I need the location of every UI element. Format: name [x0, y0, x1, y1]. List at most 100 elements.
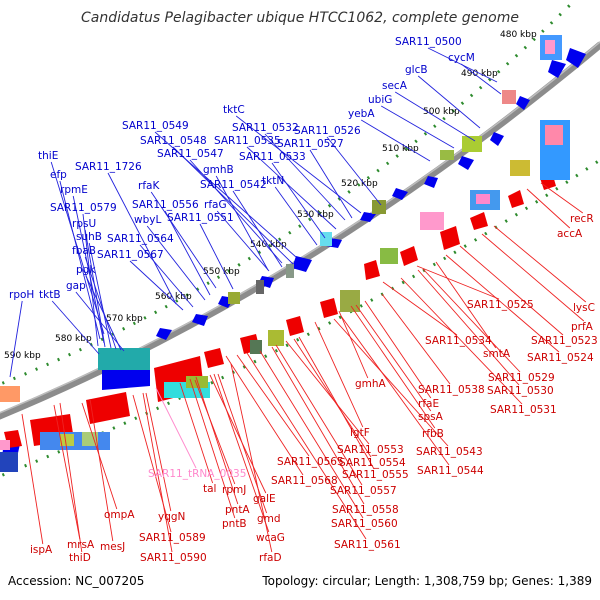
gene-leader-line	[340, 315, 450, 466]
gene-label[interactable]: SAR11_0558	[332, 504, 399, 516]
gene-label[interactable]: rfaD	[259, 552, 282, 564]
gene-label[interactable]: SAR11_0529	[488, 372, 555, 384]
gene-label[interactable]: wbyL	[134, 214, 161, 226]
gene-label[interactable]: SAR11_0523	[531, 335, 598, 347]
gene-label[interactable]: efp	[50, 169, 67, 181]
gene-leader-line	[293, 338, 372, 458]
outer-tick-ring	[0, 3, 572, 386]
gene-label[interactable]: yqgN	[158, 511, 185, 523]
kbp-tick-label: 540 kbp	[250, 240, 287, 250]
gene-label[interactable]: SAR11_0526	[294, 125, 361, 137]
gene-label[interactable]: pgk	[76, 264, 96, 276]
gene-label[interactable]: SAR11_0532	[232, 122, 299, 134]
gene-leader-line	[435, 261, 497, 349]
gene-label[interactable]: SAR11_0524	[527, 352, 594, 364]
gene-leader-line	[9, 300, 23, 378]
gene-label[interactable]: SAR11_0551	[167, 212, 234, 224]
gene-label[interactable]: SAR11_0557	[330, 485, 397, 497]
gene-label[interactable]: mrsA	[67, 539, 95, 551]
gene-leader-line	[350, 305, 436, 429]
gene-label[interactable]: gap	[66, 280, 86, 292]
gene-label[interactable]: tktN	[262, 175, 284, 187]
gene-label[interactable]: smtA	[483, 348, 511, 360]
gene-label[interactable]: lgtF	[350, 427, 370, 439]
gene-leader-line	[271, 346, 365, 505]
gene-label[interactable]: fbaB	[72, 245, 96, 257]
gene-label[interactable]: prfA	[571, 321, 594, 333]
gene-label[interactable]: rfaK	[138, 180, 160, 192]
gene-label[interactable]: rfaG	[204, 199, 227, 211]
gene-label[interactable]: SAR11_0555	[342, 469, 409, 481]
gene-label[interactable]: SAR11_0548	[140, 135, 207, 147]
gene-leader-line	[380, 105, 455, 149]
gene-label[interactable]: SAR11_0589	[139, 532, 206, 544]
gene-label[interactable]: SAR11_0538	[418, 384, 485, 396]
gene-leader-line	[326, 136, 382, 206]
gene-label[interactable]: SAR11_0535	[214, 135, 281, 147]
gene-label[interactable]: SAR11_0534	[425, 335, 492, 347]
gene-label[interactable]: SAR11_1726	[75, 161, 142, 173]
gene-label[interactable]: tktB	[39, 289, 61, 301]
gene-label[interactable]: pntB	[222, 518, 247, 530]
gene-label[interactable]: accA	[557, 228, 583, 240]
trna-gene-leaders	[155, 387, 197, 469]
gene-label[interactable]: SAR11_0500	[395, 36, 462, 48]
gene-label[interactable]: ompA	[104, 509, 135, 521]
gene-label[interactable]: SAR11_0565	[277, 456, 344, 468]
gene-label[interactable]: ispA	[30, 544, 53, 556]
gene-label[interactable]: SAR11_0525	[467, 299, 534, 311]
forward-gene-labels: SAR11_0500 cycM glcB secA ubiG yebA tktC SAR11_…	[9, 36, 475, 301]
gene-label[interactable]: gmd	[257, 513, 281, 525]
gene-label[interactable]: secA	[382, 80, 408, 92]
gene-label[interactable]: gmhA	[355, 378, 387, 390]
gene-label[interactable]: pntA	[225, 504, 250, 516]
gene-label[interactable]: SAR11_0530	[487, 385, 554, 397]
gene-label[interactable]: SAR11_0553	[337, 444, 404, 456]
gene-leader-line	[416, 265, 500, 300]
gene-label[interactable]: SAR11_0568	[271, 475, 338, 487]
gene-leader-line	[460, 63, 502, 95]
gene-leader-line	[199, 223, 234, 290]
gene-label[interactable]: glcB	[405, 64, 428, 76]
gene-label[interactable]: SAR11_0542	[200, 179, 267, 191]
gene-label[interactable]: thiD	[69, 552, 91, 564]
gene-label[interactable]: SAR11_0544	[417, 465, 484, 477]
gene-label[interactable]: rpmJ	[222, 484, 246, 496]
gene-label[interactable]: wcaG	[256, 532, 285, 544]
gene-label[interactable]: SAR11_0579	[50, 202, 117, 214]
gene-label[interactable]: yebA	[348, 108, 375, 120]
gene-label[interactable]: ubiG	[368, 94, 392, 106]
gene-label[interactable]: SAR11_0556	[132, 199, 199, 211]
gene-label[interactable]: SAR11_0567	[97, 249, 164, 261]
gene-label[interactable]: SAR11_0543	[416, 446, 483, 458]
gene-label[interactable]: SAR11_0560	[331, 518, 398, 530]
gene-label[interactable]: SAR11_0531	[490, 404, 557, 416]
gene-label[interactable]: SAR11_0561	[334, 539, 401, 551]
gene-label[interactable]: rpoH	[9, 289, 34, 301]
gene-label[interactable]: gmhB	[203, 164, 234, 176]
gene-label[interactable]: SAR11_0533	[239, 151, 306, 163]
gene-label[interactable]: SAR11_tRNA_0035	[148, 468, 246, 480]
gene-label[interactable]: SAR11_0554	[339, 457, 406, 469]
gene-label[interactable]: cycM	[448, 52, 475, 64]
gene-label[interactable]: SAR11_0547	[157, 148, 224, 160]
gene-label[interactable]: recR	[570, 213, 594, 225]
kbp-tick-label: 570 kbp	[106, 314, 143, 324]
gene-label[interactable]: spsA	[418, 411, 444, 423]
gene-label[interactable]: SAR11_0564	[107, 233, 174, 245]
gene-label[interactable]: lysC	[573, 302, 595, 314]
gene-label[interactable]: mesJ	[100, 541, 125, 553]
gene-label[interactable]: tal	[203, 483, 216, 495]
gene-label[interactable]: rfbB	[422, 428, 444, 440]
gene-label[interactable]: rpsU	[72, 218, 96, 230]
gene-label[interactable]: galE	[253, 493, 276, 505]
topology-summary: Topology: circular; Length: 1,308,759 bp…	[262, 574, 592, 588]
gene-label[interactable]: suhB	[76, 231, 102, 243]
gene-label[interactable]: SAR11_0549	[122, 120, 189, 132]
gene-label[interactable]: SAR11_0590	[140, 552, 207, 564]
gene-label[interactable]: rfaE	[418, 398, 439, 410]
gene-label[interactable]: tktC	[223, 104, 245, 116]
gene-label[interactable]: rpmE	[60, 184, 88, 196]
gene-label[interactable]: thiE	[38, 150, 58, 162]
gene-label[interactable]: SAR11_0527	[277, 138, 344, 150]
